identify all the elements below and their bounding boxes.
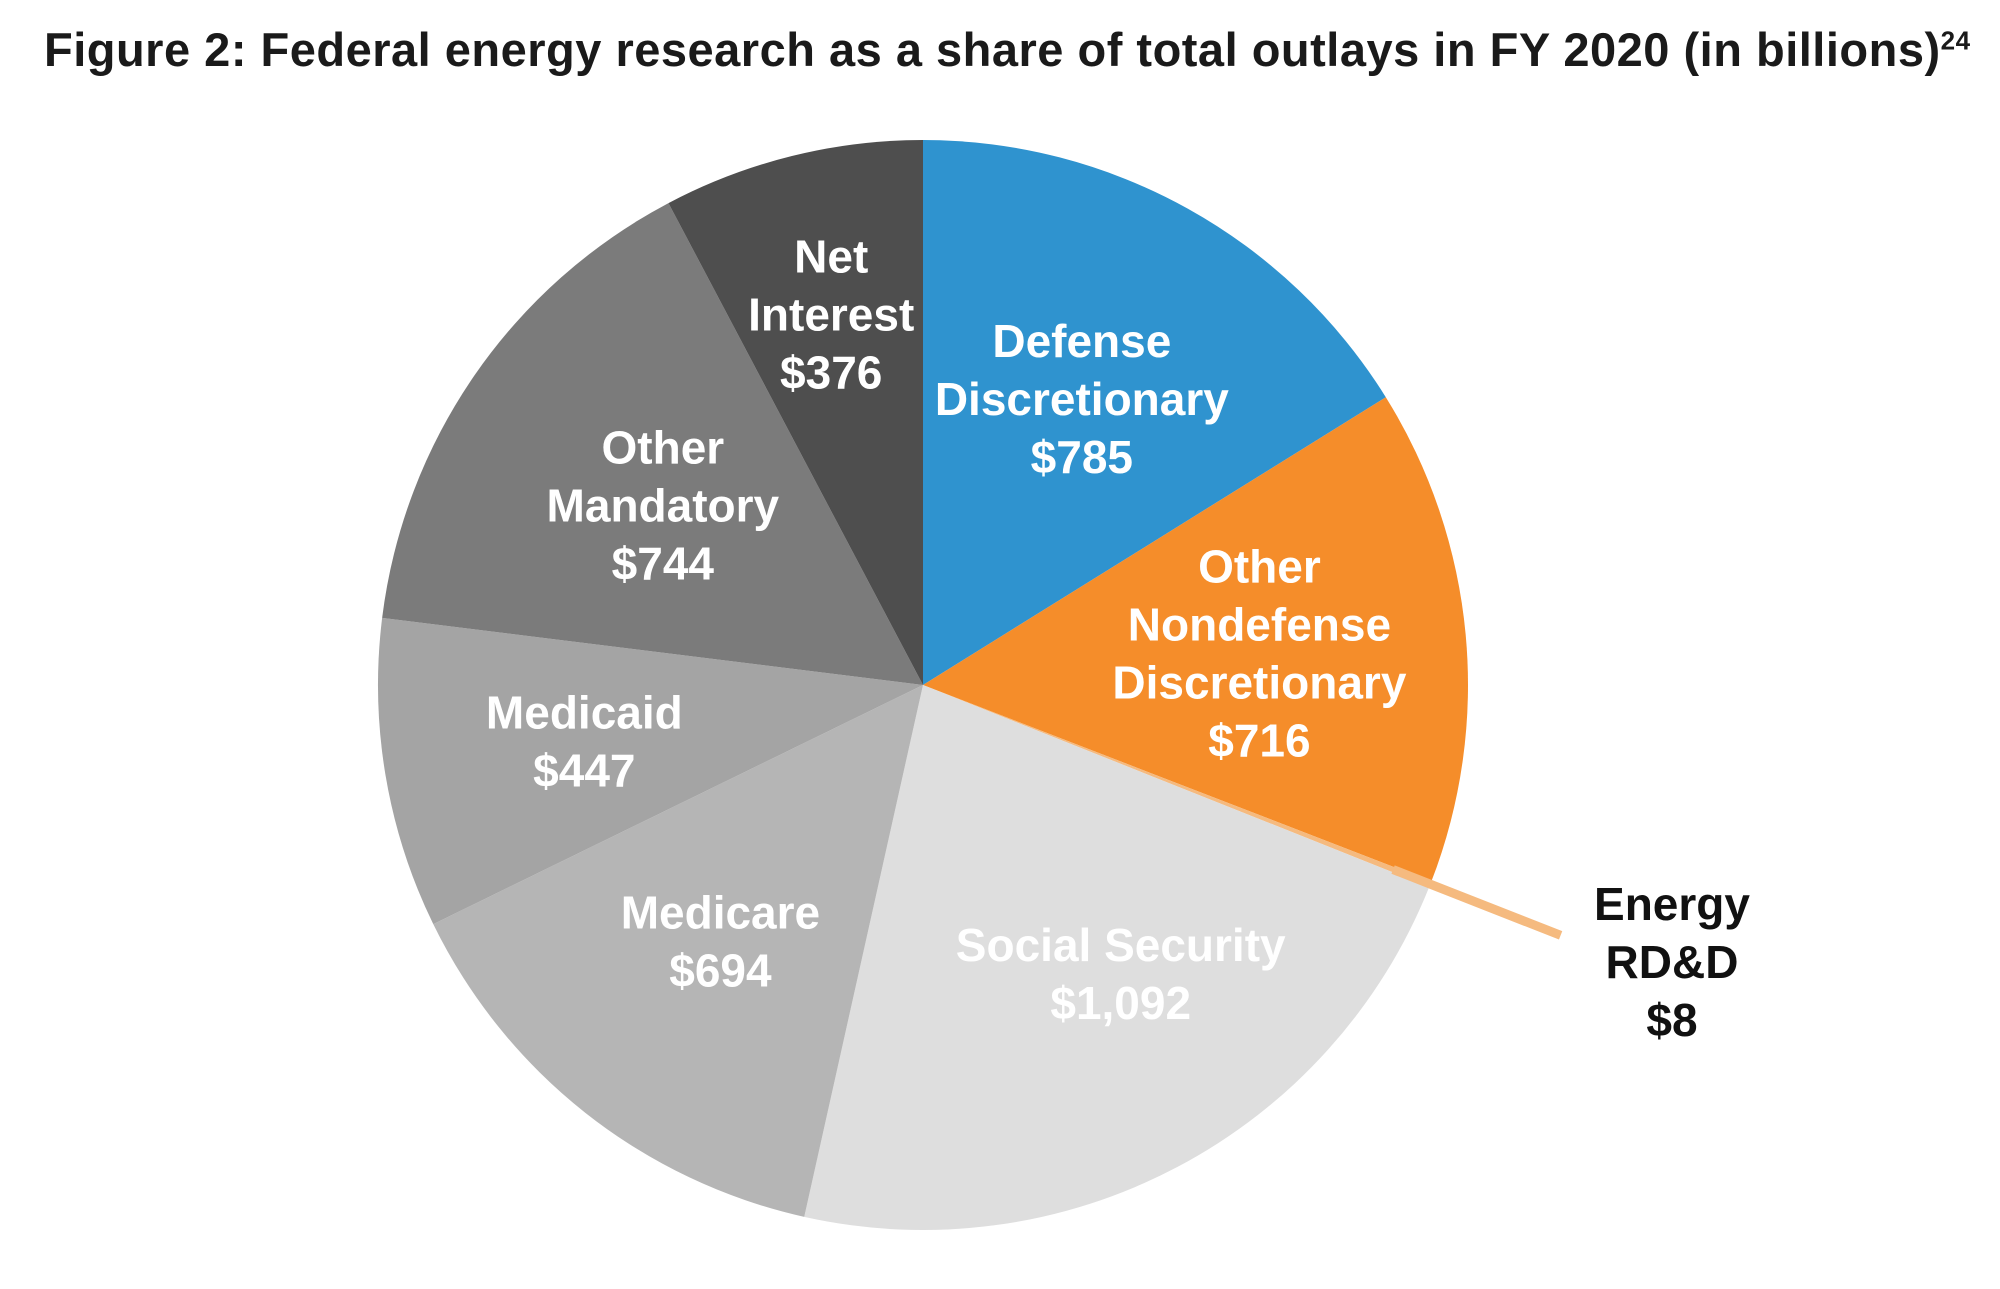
pie-slice-social-security — [804, 685, 1430, 1230]
callout-line-energy-rd-d — [1391, 865, 1563, 940]
slice-label-social-security: Social Security $1,092 — [956, 919, 1286, 1029]
pie-slices — [378, 140, 1468, 1230]
callout-label-line: Energy — [1594, 878, 1750, 930]
chart-title-text: Figure 2: Federal energy research as a s… — [44, 23, 1941, 76]
slice-label-line: $785 — [1031, 431, 1133, 483]
slice-label-line: $744 — [612, 537, 715, 589]
footnote-ref: 24 — [1940, 25, 1971, 56]
pie-labels: Defense Discretionary $785 Other Nondefense D… — [486, 231, 1407, 1029]
slice-label-medicare: Medicare $694 — [621, 887, 820, 997]
slice-label-line: Net — [794, 231, 868, 283]
slice-label-line: Defense — [992, 315, 1171, 367]
slice-label-line: Mandatory — [547, 479, 780, 531]
slice-label-other-mandatory: Other Mandatory $744 — [547, 421, 780, 589]
slice-label-line: $1,092 — [1050, 977, 1191, 1029]
slice-label-medicaid: Medicaid $447 — [486, 687, 683, 797]
pie-slice-other-mandatory — [382, 203, 923, 685]
pie-slice-other-nondefense-discretionary — [923, 397, 1468, 882]
slice-label-line: Nondefense — [1128, 598, 1391, 650]
slice-label-other-nondefense-discretionary: Other Nondefense Discretionary $716 — [1112, 540, 1406, 766]
slice-label-line: $716 — [1208, 714, 1310, 766]
pie-callouts: Energy RD&D $8 — [1391, 865, 1750, 1046]
callout-label-line: RD&D — [1606, 936, 1739, 988]
pie-slice-energy-rd-d — [923, 685, 1432, 887]
slice-label-line: Medicaid — [486, 687, 683, 739]
pie-slice-defense-discretionary — [923, 140, 1386, 685]
callout-label-line: $8 — [1646, 994, 1697, 1046]
slice-label-line: Social Security — [956, 919, 1286, 971]
chart-title: Figure 2: Federal energy research as a s… — [44, 22, 1984, 77]
slice-label-line: $376 — [780, 347, 882, 399]
slice-label-defense-discretionary: Defense Discretionary $785 — [935, 315, 1229, 483]
slice-label-net-interest: Net Interest $376 — [748, 231, 914, 399]
pie-slice-medicare — [433, 685, 923, 1217]
callout-label-energy-rd-d: Energy RD&D $8 — [1594, 878, 1750, 1046]
slice-label-line: $694 — [669, 945, 772, 997]
slice-label-line: Other — [602, 421, 725, 473]
slice-label-line: Other — [1198, 540, 1321, 592]
slice-label-line: Interest — [748, 289, 914, 341]
pie-slice-medicaid — [378, 617, 923, 925]
slice-label-line: Discretionary — [935, 373, 1229, 425]
slice-label-line: Medicare — [621, 887, 820, 939]
slice-label-line: $447 — [533, 745, 635, 797]
slice-label-line: Discretionary — [1112, 656, 1406, 708]
pie-slice-net-interest — [668, 140, 923, 685]
